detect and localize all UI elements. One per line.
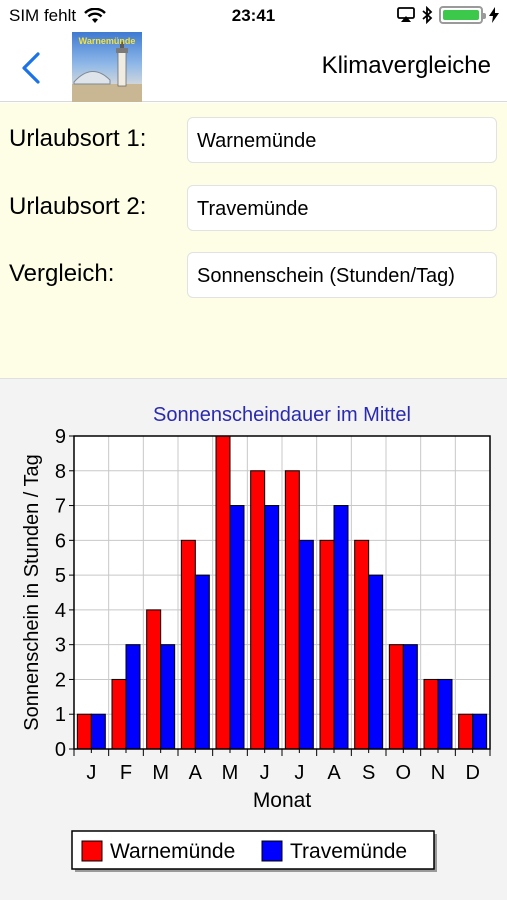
bar-series-1	[111, 678, 127, 750]
bar-series-1	[458, 713, 474, 750]
bar-series-2	[229, 505, 245, 750]
bluetooth-icon	[422, 6, 433, 24]
bar-series-2	[264, 505, 280, 750]
bar-series-1	[180, 539, 196, 750]
comparison-label: Vergleich:	[9, 260, 115, 287]
y-tick-label: 3	[55, 635, 66, 657]
legend-swatch-1	[81, 840, 103, 862]
status-left: SIM fehlt	[9, 6, 106, 26]
legend-box	[71, 830, 435, 870]
x-axis-label: Monat	[253, 789, 312, 812]
navigation-bar: Warnemünde Klimavergleiche	[0, 32, 507, 102]
bar-series-1	[250, 470, 266, 750]
y-tick-label: 8	[55, 461, 66, 483]
charging-icon	[489, 7, 499, 23]
bar-series-2	[160, 644, 176, 750]
x-tick-label: N	[431, 762, 445, 784]
location-1-field[interactable]: Warnemünde	[187, 117, 497, 163]
x-tick-label: F	[120, 762, 132, 784]
y-tick-label: 2	[55, 669, 66, 691]
comparison-form: Urlaubsort 1: Warnemünde Urlaubsort 2: T…	[0, 103, 507, 378]
y-tick-label: 7	[55, 496, 66, 518]
battery-nub	[483, 13, 486, 19]
form-row-location-2: Urlaubsort 2: Travemünde	[0, 185, 507, 231]
comparison-field[interactable]: Sonnenschein (Stunden/Tag)	[187, 252, 497, 298]
status-right	[397, 6, 499, 24]
bar-series-1	[215, 435, 231, 750]
x-tick-label: J	[86, 762, 96, 784]
legend-label-1: Warnemünde	[110, 840, 235, 863]
location-1-label: Urlaubsort 1:	[9, 125, 147, 152]
x-tick-label: O	[396, 762, 412, 784]
battery-icon	[439, 6, 486, 24]
x-tick-label: J	[260, 762, 270, 784]
wifi-icon	[84, 8, 106, 23]
bar-series-2	[333, 505, 349, 750]
bar-series-1	[388, 644, 404, 750]
legend-swatch-2	[261, 840, 283, 862]
form-row-comparison: Vergleich: Sonnenschein (Stunden/Tag)	[0, 252, 507, 298]
chevron-left-icon	[22, 52, 40, 84]
bar-series-2	[402, 644, 418, 750]
x-tick-label: J	[294, 762, 304, 784]
lighthouse-image	[72, 42, 142, 102]
bar-series-1	[76, 713, 92, 750]
bar-series-2	[368, 574, 384, 750]
status-time: 23:41	[231, 6, 276, 25]
x-tick-label: M	[152, 762, 169, 784]
location-thumbnail: Warnemünde	[72, 32, 142, 102]
bar-series-2	[90, 713, 106, 750]
y-tick-label: 6	[55, 530, 66, 552]
bar-series-1	[354, 539, 370, 750]
x-tick-label: A	[189, 762, 203, 784]
legend-label-2: Travemünde	[290, 840, 407, 863]
bar-series-2	[194, 574, 210, 750]
bar-series-2	[298, 539, 314, 750]
bar-series-1	[319, 539, 335, 750]
y-tick-label: 5	[55, 565, 66, 587]
y-tick-label: 4	[55, 600, 66, 622]
status-bar: SIM fehlt 23:41	[0, 0, 507, 32]
form-row-location-1: Urlaubsort 1: Warnemünde	[0, 117, 507, 163]
back-button[interactable]	[14, 48, 50, 88]
bar-series-1	[423, 678, 439, 750]
bar-series-2	[472, 713, 488, 750]
page-title: Klimavergleiche	[321, 52, 491, 79]
chart-panel: 0 1 2 3 4 5 6 7 8 9 J F M A M J J A S O N D Sonnenscheindauer …	[0, 378, 507, 900]
bar-series-2	[125, 644, 141, 750]
battery-level	[443, 10, 479, 20]
y-tick-label: 1	[55, 704, 66, 726]
airplay-icon	[397, 7, 415, 22]
chart-title: Sonnenscheindauer im Mittel	[153, 404, 411, 426]
y-tick-label: 0	[55, 739, 66, 761]
bar-series-1	[284, 470, 300, 750]
y-tick-label: 9	[55, 426, 66, 448]
bar-series-2	[437, 678, 453, 750]
y-axis-label: Sonnenschein in Stunden / Tag	[21, 454, 43, 731]
x-tick-label: M	[222, 762, 239, 784]
location-2-field[interactable]: Travemünde	[187, 185, 497, 231]
x-tick-label: D	[465, 762, 479, 784]
x-tick-label: A	[327, 762, 341, 784]
location-2-label: Urlaubsort 2:	[9, 193, 147, 220]
bar-series-1	[146, 609, 162, 750]
thumbnail-text: Warnemünde	[78, 36, 136, 46]
carrier-label: SIM fehlt	[9, 6, 77, 25]
x-tick-label: S	[362, 762, 375, 784]
